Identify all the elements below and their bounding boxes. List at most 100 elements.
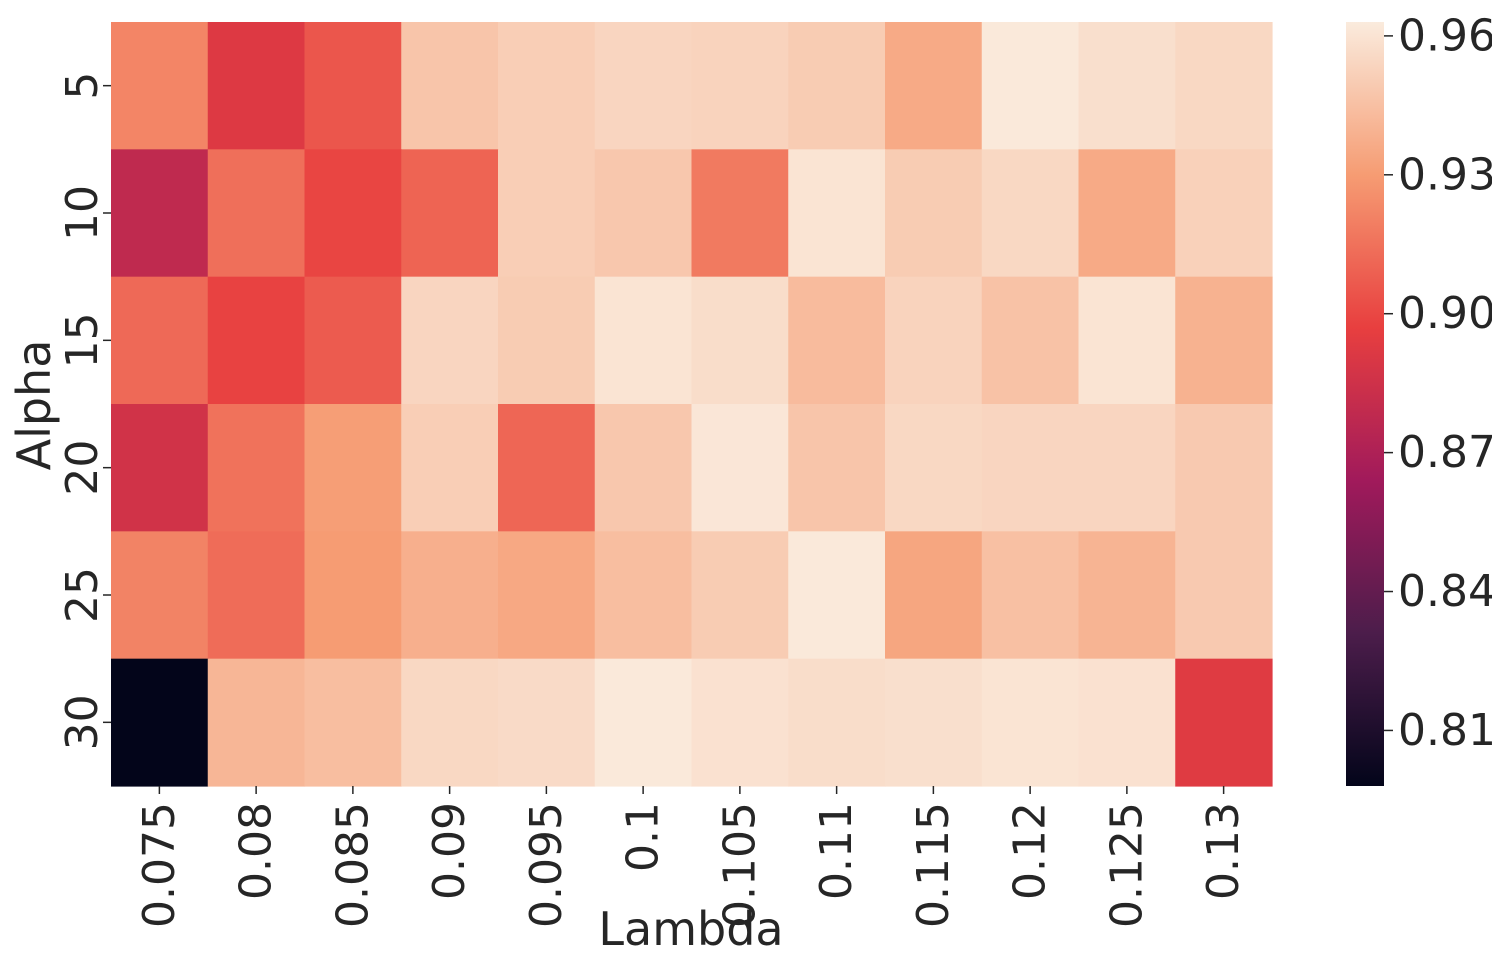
x-tick-label: 0.095 — [521, 802, 572, 928]
heatmap-cell-r1-c6 — [691, 149, 789, 278]
heatmap-cell-r0-c4 — [498, 22, 596, 150]
heatmap-cell-r1-c11 — [1175, 149, 1273, 278]
heatmap-cell-r0-c5 — [594, 22, 693, 150]
x-tick-label: 0.09 — [424, 802, 475, 900]
heatmap-cell-r2-c9 — [981, 276, 1080, 405]
x-tick-label: 0.075 — [134, 802, 185, 928]
heatmap-cell-r0-c3 — [401, 22, 499, 150]
heatmap-cell-r5-c4 — [498, 658, 596, 787]
y-tick-label: 30 — [57, 694, 108, 750]
heatmap-cell-r5-c5 — [594, 658, 693, 787]
heatmap-cell-r0-c2 — [304, 22, 402, 150]
heatmap-cell-r5-c10 — [1078, 658, 1176, 787]
heatmap-cell-r2-c11 — [1175, 276, 1273, 405]
heatmap-cell-r4-c6 — [691, 531, 789, 660]
heatmap-cell-r2-c1 — [207, 276, 306, 405]
heatmap-cell-r2-c4 — [498, 276, 596, 405]
x-tick-label: 0.1 — [618, 802, 669, 872]
heatmap-cell-r4-c8 — [885, 531, 983, 660]
heatmap-cell-r3-c9 — [981, 404, 1080, 532]
heatmap-cell-r1-c2 — [304, 149, 402, 278]
heatmap-cell-r3-c5 — [594, 404, 693, 532]
colorbar-tick-label: 0.84 — [1398, 566, 1492, 617]
y-axis-ticks: 5 10 15 20 25 30 — [57, 72, 111, 750]
heatmap-cell-r3-c0 — [111, 404, 209, 532]
heatmap-cell-r3-c2 — [304, 404, 402, 532]
heatmap-cell-r0-c6 — [691, 22, 789, 150]
heatmap-cell-r4-c9 — [981, 531, 1080, 660]
heatmap-cell-r4-c11 — [1175, 531, 1273, 660]
y-axis-label: Alpha — [7, 340, 61, 471]
x-tick-label: 0.08 — [231, 802, 282, 900]
y-tick-label: 10 — [57, 185, 108, 241]
y-tick-label: 15 — [57, 312, 108, 368]
heatmap-cell-r4-c1 — [207, 531, 306, 660]
heatmap-cell-r3-c4 — [498, 404, 596, 532]
heatmap-cell-r1-c10 — [1078, 149, 1176, 278]
x-axis-label: Lambda — [598, 902, 783, 956]
x-tick-label: 0.085 — [327, 802, 378, 928]
colorbar-tick-label: 0.96 — [1398, 10, 1492, 61]
heatmap-cell-r0-c0 — [111, 22, 209, 150]
colorbar-tick-label: 0.93 — [1398, 149, 1492, 200]
heatmap-cell-r2-c0 — [111, 276, 209, 405]
y-tick-label: 25 — [57, 567, 108, 623]
heatmap-cell-r0-c7 — [788, 22, 886, 150]
heatmap-cell-r5-c7 — [788, 658, 886, 787]
heatmap-cell-r5-c2 — [304, 658, 402, 787]
heatmap-cell-r3-c1 — [207, 404, 306, 532]
heatmap-cell-r5-c1 — [207, 658, 306, 787]
heatmap-cell-r1-c8 — [885, 149, 983, 278]
colorbar-tick-label: 0.87 — [1398, 427, 1492, 478]
heatmap-cell-r2-c6 — [691, 276, 789, 405]
heatmap-cell-r3-c7 — [788, 404, 886, 532]
colorbar-ticks: 0.81 0.84 0.87 0.90 0.93 0.96 — [1384, 10, 1492, 756]
y-tick-label: 20 — [57, 440, 108, 496]
heatmap-cell-r3-c10 — [1078, 404, 1176, 532]
x-axis-ticks: 0.075 0.08 0.085 0.09 0.095 0.1 0.105 0.11 0.115… — [134, 786, 1249, 928]
heatmap-cell-r4-c2 — [304, 531, 402, 660]
heatmap-cell-r2-c3 — [401, 276, 499, 405]
heatmap-cell-r4-c10 — [1078, 531, 1176, 660]
heatmap-cell-r0-c9 — [981, 22, 1080, 150]
heatmap-cell-r5-c6 — [691, 658, 789, 787]
heatmap-cell-r2-c8 — [885, 276, 983, 405]
heatmap-cell-r1-c3 — [401, 149, 499, 278]
heatmap-cell-r3-c6 — [691, 404, 789, 532]
heatmap-cell-r2-c7 — [788, 276, 886, 405]
x-tick-label: 0.125 — [1101, 802, 1152, 928]
heatmap-cell-r4-c5 — [594, 531, 693, 660]
x-tick-label: 0.105 — [714, 802, 765, 928]
heatmap-cell-r4-c3 — [401, 531, 499, 660]
heatmap-cell-r0-c11 — [1175, 22, 1273, 150]
heatmap-cell-r5-c11 — [1175, 658, 1273, 787]
heatmap-cell-r1-c9 — [981, 149, 1080, 278]
heatmap-cell-r0-c10 — [1078, 22, 1176, 150]
heatmap-cell-r5-c8 — [885, 658, 983, 787]
heatmap-cells — [111, 22, 1273, 787]
heatmap-cell-r1-c5 — [594, 149, 693, 278]
heatmap-cell-r4-c4 — [498, 531, 596, 660]
heatmap-cell-r1-c0 — [111, 149, 209, 278]
heatmap-cell-r1-c1 — [207, 149, 306, 278]
colorbar — [1346, 22, 1384, 786]
heatmap-cell-r2-c5 — [594, 276, 693, 405]
heatmap-cell-r4-c0 — [111, 531, 209, 660]
x-tick-label: 0.11 — [811, 802, 862, 900]
heatmap-cell-r5-c0 — [111, 658, 209, 787]
heatmap-cell-r1-c7 — [788, 149, 886, 278]
colorbar-tick-label: 0.81 — [1398, 705, 1492, 756]
heatmap-cell-r0-c1 — [207, 22, 306, 150]
x-tick-label: 0.115 — [908, 802, 959, 928]
heatmap-cell-r3-c3 — [401, 404, 499, 532]
heatmap-cell-r0-c8 — [885, 22, 983, 150]
heatmap-cell-r4-c7 — [788, 531, 886, 660]
heatmap-cell-r1-c4 — [498, 149, 596, 278]
heatmap-cell-r2-c2 — [304, 276, 402, 405]
y-tick-label: 5 — [57, 72, 108, 100]
heatmap-cell-r5-c9 — [981, 658, 1080, 787]
x-tick-label: 0.13 — [1198, 802, 1249, 900]
colorbar-tick-label: 0.90 — [1398, 288, 1492, 339]
heatmap-cell-r3-c8 — [885, 404, 983, 532]
